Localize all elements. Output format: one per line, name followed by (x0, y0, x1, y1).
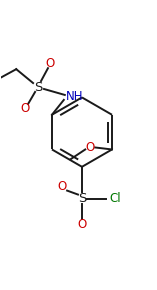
Text: S: S (34, 81, 42, 93)
Text: O: O (21, 102, 30, 115)
Text: O: O (86, 141, 95, 154)
Text: Cl: Cl (110, 192, 121, 205)
Text: O: O (57, 180, 67, 193)
Text: S: S (78, 192, 86, 205)
Text: NH: NH (66, 90, 83, 104)
Text: O: O (77, 218, 87, 231)
Text: O: O (45, 57, 55, 70)
